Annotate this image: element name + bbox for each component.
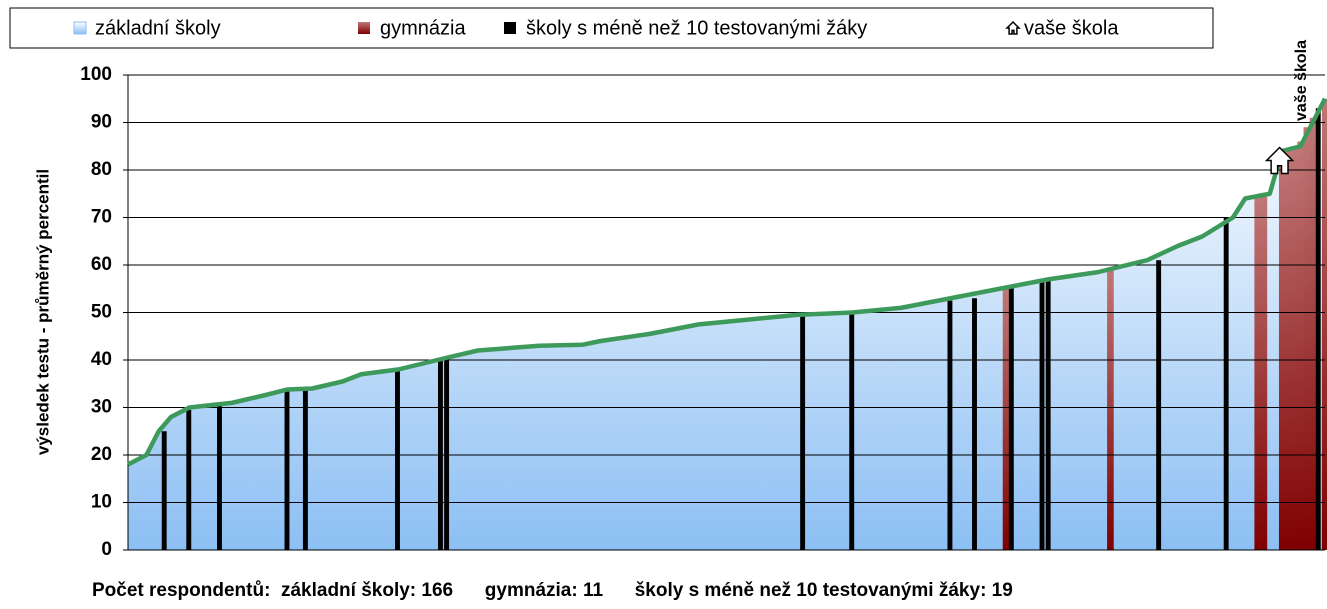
gymnazia-bar: [1254, 196, 1262, 550]
small-school-bar: [1315, 108, 1321, 550]
gymnazia-bar: [1260, 193, 1268, 550]
gymnazia-bar: [1297, 141, 1305, 550]
legend-label: školy s méně než 10 testovanými žáky: [526, 17, 867, 39]
legend-swatch: [358, 22, 370, 34]
y-tick-label: 90: [91, 112, 112, 133]
small-school-bar: [186, 409, 192, 550]
annotation: vaše škola: [1293, 40, 1310, 121]
y-tick-label: 70: [91, 207, 112, 228]
y-tick-label: 100: [80, 64, 112, 85]
gymnazia-bar: [1303, 127, 1311, 550]
your-school-marker: [1264, 146, 1295, 175]
y-tick-label: 10: [91, 492, 112, 513]
small-school-bar: [1039, 281, 1045, 550]
small-school-bar: [1045, 280, 1051, 550]
y-axis-label: výsledek testu - průměrný percentil: [33, 169, 52, 455]
small-school-bar: [395, 369, 400, 550]
house-icon: [1264, 146, 1295, 175]
y-tick-label: 50: [91, 302, 112, 323]
gymnazia-bar: [1309, 117, 1317, 550]
gymnazia-bar: [1321, 98, 1327, 550]
gymnazia-bar: [1002, 288, 1010, 550]
percentile-line: [126, 97, 1327, 467]
small-school-bar: [1223, 217, 1229, 550]
area-fill: [128, 98, 1325, 550]
y-tick-label: 40: [91, 349, 112, 370]
small-school-bar: [1156, 260, 1162, 550]
y-tick-label: 60: [91, 254, 112, 275]
y-tick-label: 80: [91, 159, 112, 180]
gymnazia-bar: [1285, 148, 1292, 550]
small-school-bar: [947, 300, 953, 550]
legend-label: gymnázia: [380, 17, 466, 39]
legend-label: vaše škola: [1024, 17, 1119, 39]
small-school-bar: [1008, 286, 1014, 550]
small-school-bar: [972, 298, 977, 550]
small-school-bar: [444, 357, 450, 550]
small-school-bar: [217, 405, 222, 550]
legend-swatch: [73, 21, 87, 35]
gymnazia-bar: [1278, 151, 1286, 550]
gymnazia-bar: [1107, 267, 1114, 550]
y-tick-label: 20: [91, 444, 112, 465]
footer: Počet respondentů: základní školy: 166 g…: [92, 580, 1013, 601]
small-school-bar: [284, 390, 290, 550]
small-school-bar: [800, 314, 806, 550]
y-tick-label: 30: [91, 397, 112, 418]
house-icon: [1005, 20, 1021, 35]
small-school-bar: [161, 431, 167, 550]
gymnazia-bar: [1291, 146, 1298, 550]
legend-swatch: [504, 22, 516, 34]
legend-label: základní školy: [95, 17, 221, 39]
y-tick-label: 0: [101, 539, 112, 560]
small-school-bar: [849, 312, 855, 550]
small-school-bar: [302, 389, 308, 550]
